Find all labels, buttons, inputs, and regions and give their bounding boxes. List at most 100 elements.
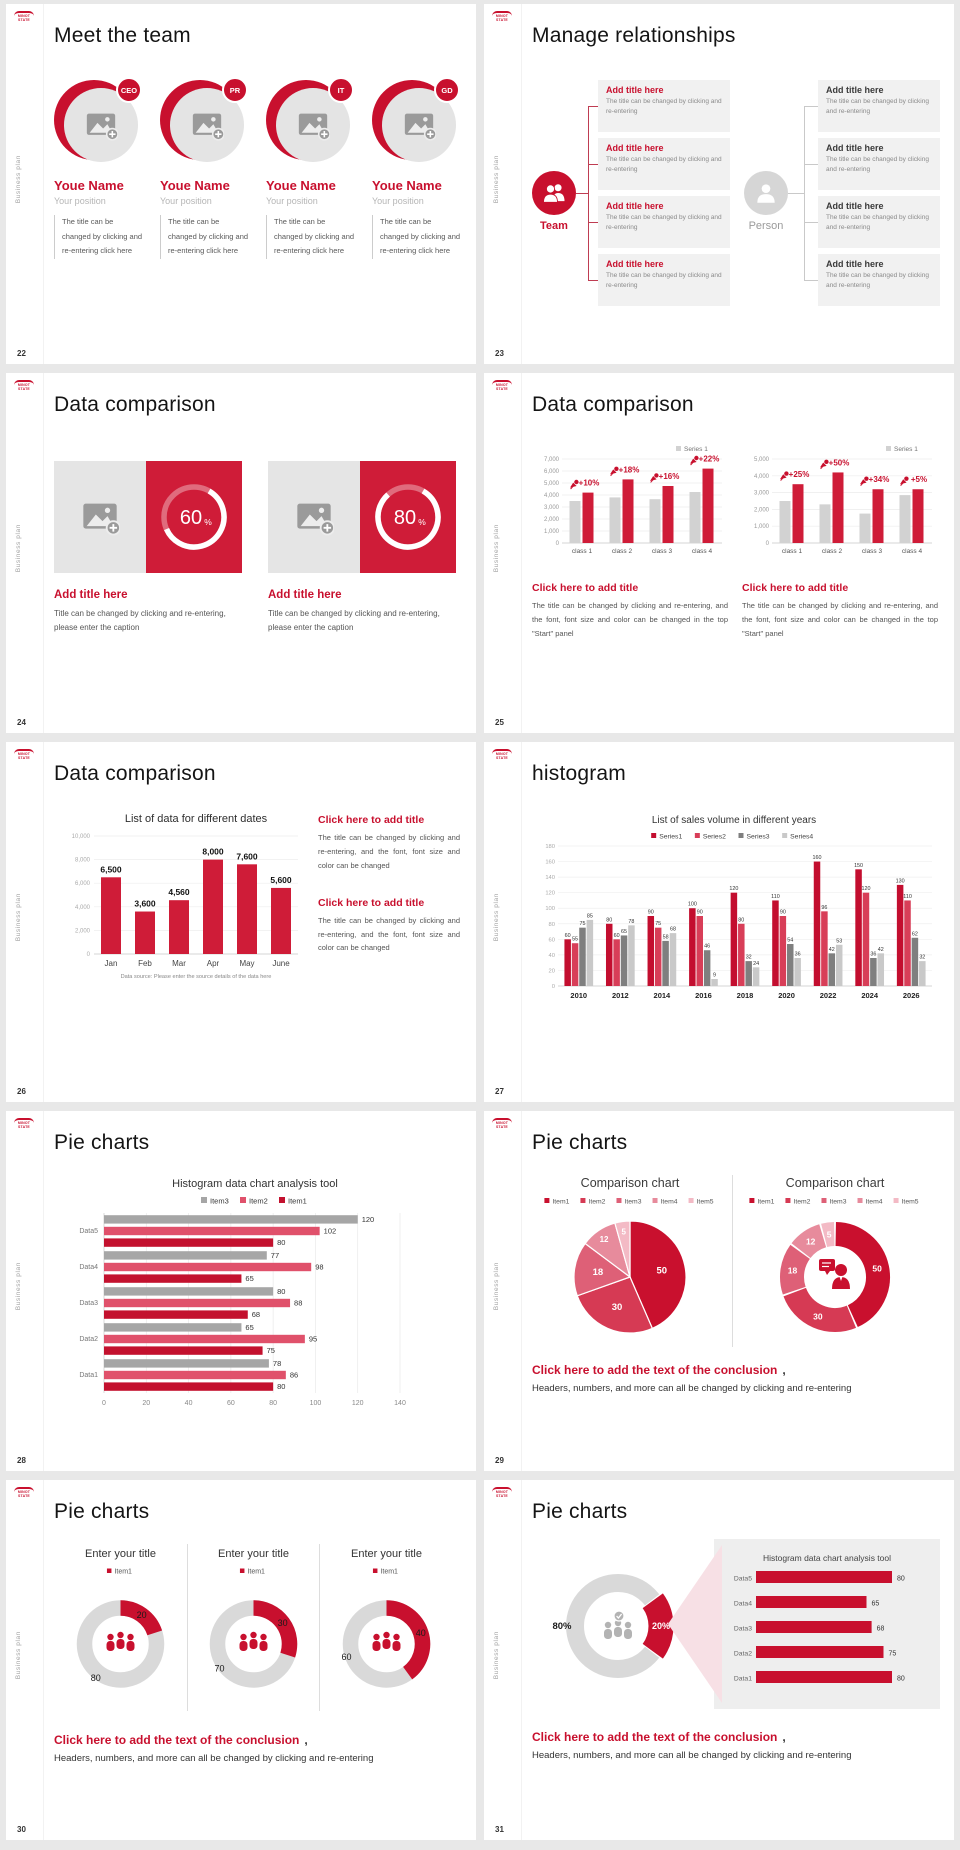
svg-text:Comparison chart: Comparison chart xyxy=(786,1176,885,1190)
svg-text:20%: 20% xyxy=(652,1621,670,1631)
image-placeholder-icon xyxy=(296,108,330,142)
slide-rail: MINOT STATE Business plan 26 xyxy=(6,742,44,1102)
slide-rail: MINOT STATE Business plan 22 xyxy=(6,4,44,364)
relation-box-body: The title can be changed by clicking and… xyxy=(606,214,722,232)
page-number: 25 xyxy=(495,718,504,727)
avatar: GD xyxy=(372,77,460,168)
svg-text:Histogram data chart analysis: Histogram data chart analysis tool xyxy=(763,1553,891,1563)
page-number: 31 xyxy=(495,1825,504,1834)
svg-text:5,600: 5,600 xyxy=(270,875,292,885)
svg-text:Data5: Data5 xyxy=(79,1228,98,1235)
team-member-card: IT Youe Name Your position The title can… xyxy=(266,77,356,259)
svg-text:85: 85 xyxy=(587,913,593,919)
svg-text:75: 75 xyxy=(889,1651,897,1658)
slide-29-pie-charts[interactable]: MINOT STATE Business plan 29 Pie charts … xyxy=(484,1111,954,1471)
svg-text:List of data for different dat: List of data for different dates xyxy=(125,813,268,825)
svg-text:90: 90 xyxy=(697,910,703,916)
svg-text:7,000: 7,000 xyxy=(544,457,560,463)
svg-text:68: 68 xyxy=(877,1626,885,1633)
relation-box: Add title here The title can be changed … xyxy=(818,138,940,190)
svg-text:80: 80 xyxy=(277,1287,285,1296)
svg-text:Item1: Item1 xyxy=(552,1199,569,1206)
team-members-row: CEO Youe Name Your position The title ca… xyxy=(54,77,462,259)
member-name: Youe Name xyxy=(266,178,336,193)
svg-text:86: 86 xyxy=(290,1371,298,1380)
slide-25-data-comparison-charts[interactable]: MINOT STATE Business plan 25 Data compar… xyxy=(484,373,954,733)
svg-text:80: 80 xyxy=(738,917,744,923)
detail-panel: Histogram data chart analysis tool Data5 8… xyxy=(714,1539,940,1709)
svg-text:2018: 2018 xyxy=(737,991,754,1000)
page-number: 22 xyxy=(17,349,26,358)
svg-text:4,560: 4,560 xyxy=(168,887,190,897)
chart-block-title: Click here to add title xyxy=(318,814,425,826)
svg-text:24: 24 xyxy=(753,961,759,967)
donut-chart-80-20: 20% 80% xyxy=(552,1574,674,1678)
logo-text: MINOT STATE xyxy=(495,14,509,23)
svg-text:60: 60 xyxy=(565,933,571,939)
conclusion-comma: , xyxy=(782,1363,786,1377)
svg-text:4,000: 4,000 xyxy=(754,474,770,480)
slide-rail: MINOT STATE Business plan 25 xyxy=(484,373,522,733)
svg-text:2022: 2022 xyxy=(820,991,837,1000)
slide-26-data-comparison-bar[interactable]: MINOT STATE Business plan 26 Data compar… xyxy=(6,742,476,1102)
slide-rail: MINOT STATE Business plan 23 xyxy=(484,4,522,364)
svg-text:Series1: Series1 xyxy=(659,834,682,841)
svg-text:2026: 2026 xyxy=(903,991,920,1000)
percent-card: 80% Add title here Title can be changed … xyxy=(268,461,456,636)
slide-rail-label: Business plan xyxy=(493,893,500,942)
member-position: Your position xyxy=(266,196,318,206)
svg-text:120: 120 xyxy=(362,1215,375,1224)
svg-text:7,600: 7,600 xyxy=(236,851,258,861)
relation-box-title: Add title here xyxy=(606,259,664,269)
svg-text:Series 1: Series 1 xyxy=(684,446,708,453)
relation-box-body: The title can be changed by clicking and… xyxy=(606,156,722,174)
svg-text:80: 80 xyxy=(277,1382,285,1391)
conclusion-comma: , xyxy=(304,1733,308,1747)
svg-text:42: 42 xyxy=(829,947,835,953)
slide-28-horizontal-bars[interactable]: MINOT STATE Business plan 28 Pie charts … xyxy=(6,1111,476,1471)
svg-text:60: 60 xyxy=(180,507,202,529)
svg-text:+50%: +50% xyxy=(829,458,850,467)
svg-text:77: 77 xyxy=(271,1251,279,1260)
svg-text:5,000: 5,000 xyxy=(544,481,560,487)
slide-30-donut-charts[interactable]: MINOT STATE Business plan 30 Pie charts … xyxy=(6,1480,476,1840)
logo-text: MINOT STATE xyxy=(495,383,509,392)
svg-text:4,000: 4,000 xyxy=(544,493,560,499)
svg-text:20: 20 xyxy=(142,1400,150,1407)
role-badge: PR xyxy=(222,77,248,103)
svg-text:4,000: 4,000 xyxy=(75,905,91,911)
svg-text:Enter your title: Enter your title xyxy=(218,1548,289,1560)
svg-text:Item2: Item2 xyxy=(588,1199,605,1206)
svg-text:140: 140 xyxy=(545,875,555,881)
svg-text:40: 40 xyxy=(185,1400,193,1407)
chart-block-body: The title can be changed by clicking and… xyxy=(532,601,728,638)
slide-rail-label: Business plan xyxy=(15,893,22,942)
svg-text:Item3: Item3 xyxy=(624,1199,641,1206)
relation-box-title: Add title here xyxy=(826,85,884,95)
slide-22-meet-the-team[interactable]: MINOT STATE Business plan 22 Meet the te… xyxy=(6,4,476,364)
grouped-bar-chart-right: 0 1,000 2,000 3,000 4,000 5,000 Series 1 +25% cl… xyxy=(754,446,932,555)
slide-24-data-comparison[interactable]: MINOT STATE Business plan 24 Data compar… xyxy=(6,373,476,733)
svg-text:180: 180 xyxy=(545,844,555,850)
svg-text:80: 80 xyxy=(394,507,416,529)
conclusion-comma: , xyxy=(782,1730,786,1744)
slide-23-manage-relationships[interactable]: MINOT STATE Business plan 23 Manage rela… xyxy=(484,4,954,364)
svg-text:2020: 2020 xyxy=(778,991,795,1000)
svg-text:Item3: Item3 xyxy=(210,1197,229,1206)
chart-block-body: The title can be changed by clicking and… xyxy=(318,833,460,870)
slide-rail-label: Business plan xyxy=(15,155,22,204)
slide-31-donut-with-bars[interactable]: MINOT STATE Business plan 31 Pie charts … xyxy=(484,1480,954,1840)
page-number: 30 xyxy=(17,1825,26,1834)
logo-text: MINOT STATE xyxy=(17,383,31,392)
svg-text:1,000: 1,000 xyxy=(754,524,770,530)
chart-block-title: Click here to add title xyxy=(742,582,849,594)
slide-rail-label: Business plan xyxy=(15,1631,22,1680)
svg-text:130: 130 xyxy=(896,878,905,884)
slide-title: Pie charts xyxy=(54,1131,150,1154)
slide-rail-label: Business plan xyxy=(15,1262,22,1311)
svg-text:80: 80 xyxy=(606,917,612,923)
svg-text:Series3: Series3 xyxy=(747,834,770,841)
slide-27-histogram[interactable]: MINOT STATE Business plan 27 histogram L… xyxy=(484,742,954,1102)
svg-text:65: 65 xyxy=(245,1274,253,1283)
svg-text:+22%: +22% xyxy=(699,455,720,464)
